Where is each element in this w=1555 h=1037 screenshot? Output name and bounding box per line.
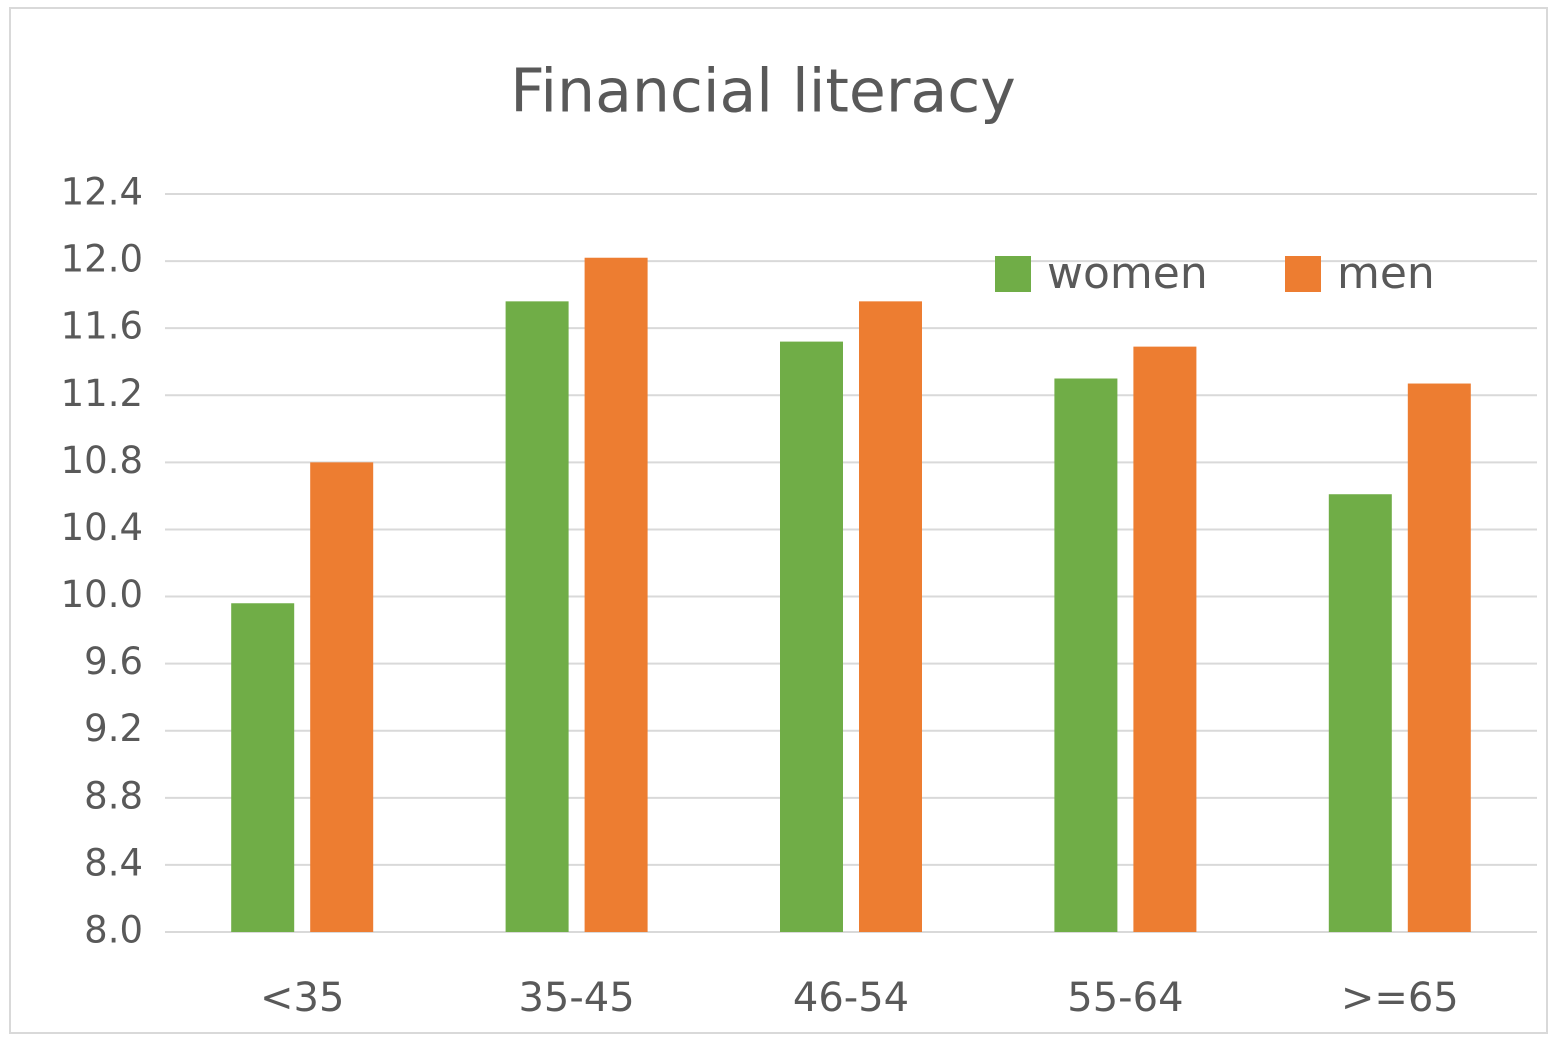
y-tick-label: 8.4 bbox=[84, 841, 143, 884]
bar bbox=[1407, 383, 1471, 932]
bar bbox=[231, 603, 295, 932]
bar bbox=[780, 341, 843, 933]
x-tick-label: 55-64 bbox=[1067, 975, 1183, 1021]
y-tick-label: 12.4 bbox=[61, 171, 143, 214]
y-tick-label: 10.0 bbox=[61, 573, 143, 616]
bar bbox=[1054, 378, 1118, 932]
bar bbox=[1328, 494, 1392, 932]
x-tick-label: 35-45 bbox=[518, 975, 634, 1021]
y-tick-label: 9.6 bbox=[84, 640, 143, 683]
x-tick-label: <35 bbox=[260, 975, 344, 1021]
y-tick-label: 11.2 bbox=[61, 372, 143, 415]
y-tick-label: 9.2 bbox=[84, 707, 143, 750]
y-tick-label: 10.8 bbox=[61, 439, 143, 482]
bar bbox=[1133, 346, 1197, 932]
x-tick-label: 46-54 bbox=[793, 975, 909, 1021]
y-tick-label: 12.0 bbox=[61, 238, 143, 281]
legend-swatch bbox=[995, 256, 1031, 292]
y-tick-label: 11.6 bbox=[61, 305, 143, 348]
bar bbox=[584, 257, 648, 933]
y-tick-label: 10.4 bbox=[61, 506, 143, 549]
x-tick-label: >=65 bbox=[1341, 975, 1459, 1021]
y-tick-label: 8.8 bbox=[84, 774, 143, 817]
bar bbox=[310, 462, 374, 932]
legend-label: men bbox=[1337, 248, 1435, 299]
bar bbox=[505, 301, 569, 932]
chart-title: Financial literacy bbox=[510, 57, 1016, 127]
legend-label: women bbox=[1047, 248, 1208, 299]
legend-swatch bbox=[1285, 256, 1321, 292]
y-tick-label: 8.0 bbox=[84, 909, 143, 952]
bar bbox=[859, 301, 922, 932]
